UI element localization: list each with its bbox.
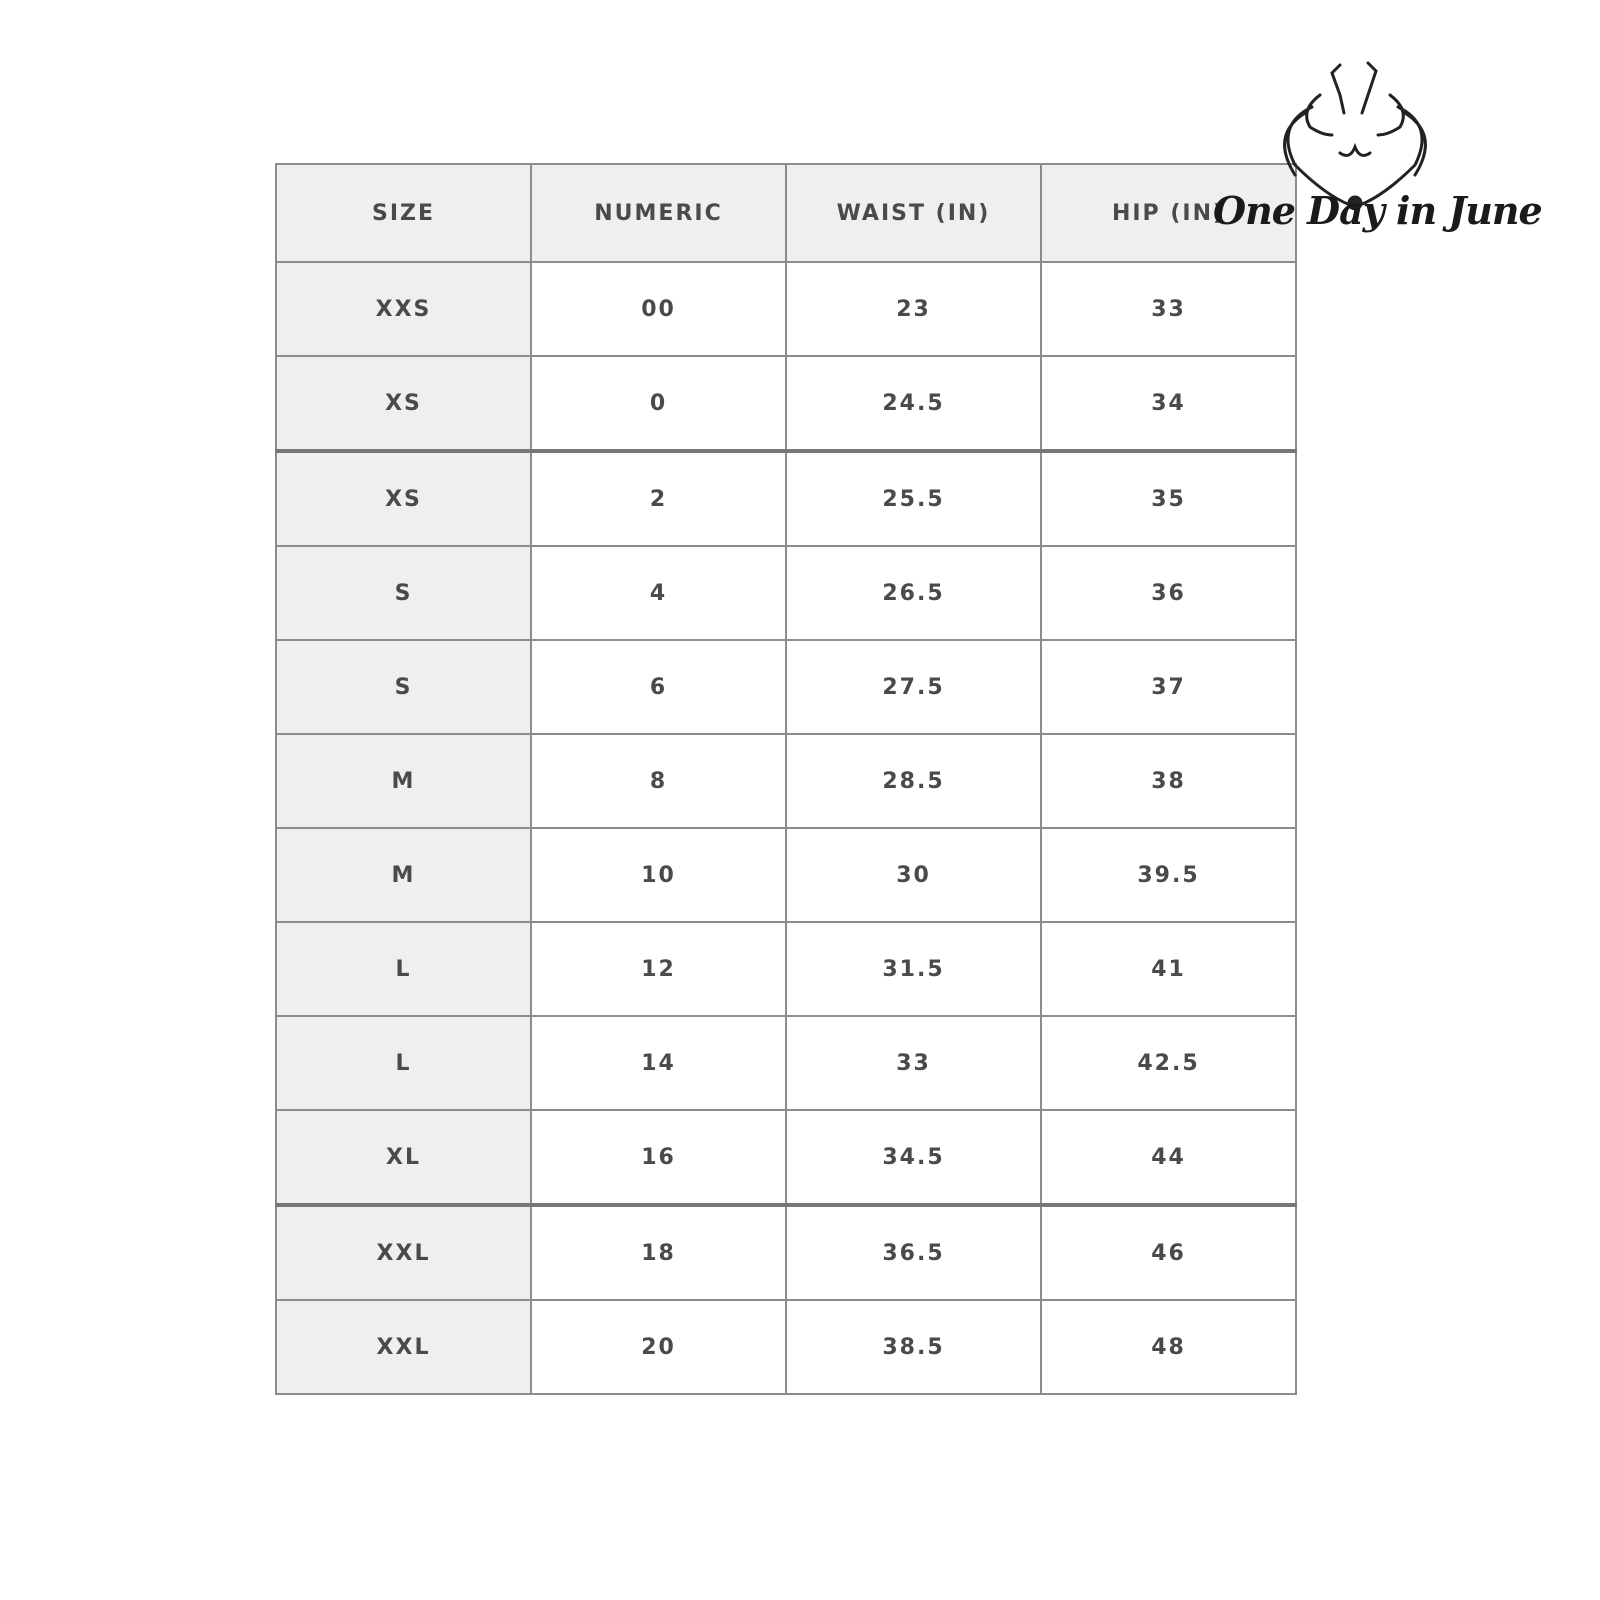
cell-hip: 36 bbox=[1040, 545, 1297, 641]
cell-numeric: 14 bbox=[530, 1015, 787, 1111]
cell-numeric: 12 bbox=[530, 921, 787, 1017]
table-row: M 10 30 39.5 bbox=[275, 827, 1297, 923]
cell-waist: 25.5 bbox=[785, 449, 1042, 547]
cell-waist: 34.5 bbox=[785, 1109, 1042, 1206]
cell-size: M bbox=[275, 827, 532, 923]
header-size: SIZE bbox=[275, 163, 532, 263]
table-row: S 6 27.5 37 bbox=[275, 639, 1297, 735]
table-row: S 4 26.5 36 bbox=[275, 545, 1297, 641]
cell-numeric: 20 bbox=[530, 1299, 787, 1395]
cell-hip: 42.5 bbox=[1040, 1015, 1297, 1111]
cell-size: S bbox=[275, 639, 532, 735]
cell-numeric: 8 bbox=[530, 733, 787, 829]
cell-size: XXL bbox=[275, 1203, 532, 1301]
cell-numeric: 10 bbox=[530, 827, 787, 923]
brand-logo-icon bbox=[1283, 61, 1427, 211]
cell-numeric: 6 bbox=[530, 639, 787, 735]
table-row: XXL 18 36.5 46 bbox=[275, 1203, 1297, 1301]
cell-numeric: 4 bbox=[530, 545, 787, 641]
table-row: XS 2 25.5 35 bbox=[275, 449, 1297, 547]
cell-waist: 30 bbox=[785, 827, 1042, 923]
cell-size: XXS bbox=[275, 261, 532, 357]
header-hip: HIP (IN) bbox=[1040, 163, 1297, 263]
cell-size: S bbox=[275, 545, 532, 641]
cell-waist: 31.5 bbox=[785, 921, 1042, 1017]
table-row: XXL 20 38.5 48 bbox=[275, 1299, 1297, 1395]
cell-numeric: 00 bbox=[530, 261, 787, 357]
cell-waist: 33 bbox=[785, 1015, 1042, 1111]
cell-size: XXL bbox=[275, 1299, 532, 1395]
cell-size: XS bbox=[275, 449, 532, 547]
cell-waist: 27.5 bbox=[785, 639, 1042, 735]
header-waist: WAIST (IN) bbox=[785, 163, 1042, 263]
cell-hip: 34 bbox=[1040, 355, 1297, 452]
header-numeric: NUMERIC bbox=[530, 163, 787, 263]
cell-size: L bbox=[275, 921, 532, 1017]
cell-size: L bbox=[275, 1015, 532, 1111]
cell-size: M bbox=[275, 733, 532, 829]
cell-numeric: 2 bbox=[530, 449, 787, 547]
cell-waist: 24.5 bbox=[785, 355, 1042, 452]
brand-logo-text: One Day in June bbox=[1213, 188, 1543, 233]
table-row: L 12 31.5 41 bbox=[275, 921, 1297, 1017]
cell-size: XL bbox=[275, 1109, 532, 1206]
cell-hip: 41 bbox=[1040, 921, 1297, 1017]
header-row: SIZE NUMERIC WAIST (IN) HIP (IN) bbox=[275, 163, 1297, 263]
cell-hip: 44 bbox=[1040, 1109, 1297, 1206]
table-row: XXS 00 23 33 bbox=[275, 261, 1297, 357]
table-row: M 8 28.5 38 bbox=[275, 733, 1297, 829]
cell-hip: 38 bbox=[1040, 733, 1297, 829]
cell-hip: 35 bbox=[1040, 449, 1297, 547]
cell-numeric: 0 bbox=[530, 355, 787, 452]
cell-numeric: 18 bbox=[530, 1203, 787, 1301]
size-chart-table: SIZE NUMERIC WAIST (IN) HIP (IN) XXS 00 23… bbox=[275, 163, 1297, 1395]
cell-waist: 38.5 bbox=[785, 1299, 1042, 1395]
cell-hip: 37 bbox=[1040, 639, 1297, 735]
cell-waist: 26.5 bbox=[785, 545, 1042, 641]
cell-waist: 23 bbox=[785, 261, 1042, 357]
cell-waist: 36.5 bbox=[785, 1203, 1042, 1301]
cell-size: XS bbox=[275, 355, 532, 452]
cell-numeric: 16 bbox=[530, 1109, 787, 1206]
cell-hip: 33 bbox=[1040, 261, 1297, 357]
cell-hip: 39.5 bbox=[1040, 827, 1297, 923]
table-row: XS 0 24.5 34 bbox=[275, 355, 1297, 452]
cell-hip: 46 bbox=[1040, 1203, 1297, 1301]
table-row: XL 16 34.5 44 bbox=[275, 1109, 1297, 1206]
cell-hip: 48 bbox=[1040, 1299, 1297, 1395]
table-row: L 14 33 42.5 bbox=[275, 1015, 1297, 1111]
cell-waist: 28.5 bbox=[785, 733, 1042, 829]
